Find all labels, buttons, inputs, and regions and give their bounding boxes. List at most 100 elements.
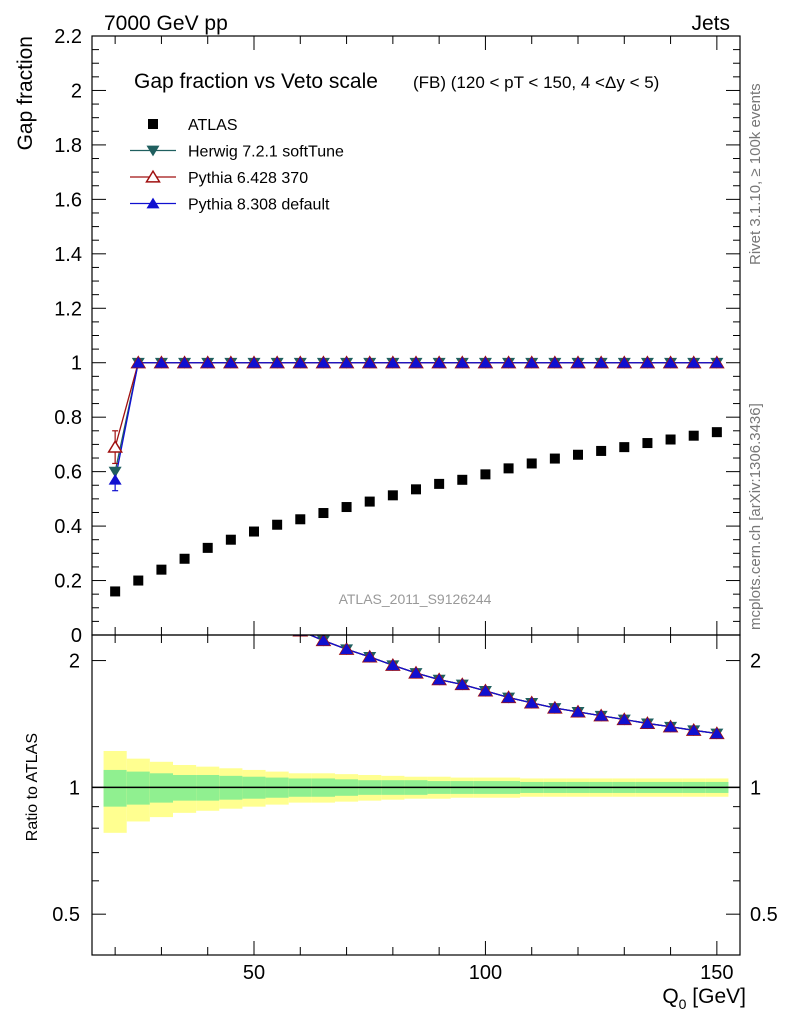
atlas-point	[179, 553, 190, 564]
pythia6-ratio-line	[308, 635, 717, 735]
y-axis-label-top: Gap fraction	[14, 36, 37, 150]
pythia8-ratio-point	[363, 651, 377, 662]
pythia8-point	[710, 356, 724, 368]
ratio-panel-frame	[91, 634, 741, 956]
rivet-label: Rivet 3.1.10, ≥ 100k events	[747, 83, 764, 265]
uncertainty-bands	[92, 750, 740, 833]
atlas-point	[665, 434, 676, 445]
herwig-ratio-point	[201, 574, 214, 585]
chart-title: Gap fraction vs Veto scale	[134, 70, 378, 93]
y-tick-label: 0	[71, 625, 82, 647]
pythia8-ratio-point	[617, 713, 631, 725]
pythia8-point	[687, 356, 701, 368]
ratio-y-tick-label: 2	[750, 651, 761, 673]
ratio-y-tick-label: 0.5	[52, 904, 80, 926]
y-tick-label: 0.2	[54, 571, 82, 593]
x-axis-label-q: Q	[662, 985, 678, 1008]
atlas-point	[272, 519, 283, 530]
herwig-ratio-point	[224, 590, 237, 601]
y-tick-label: 2	[71, 80, 82, 102]
pythia8-point	[594, 356, 608, 368]
pythia6-ratio-point	[271, 616, 284, 627]
pythia8-point	[432, 356, 446, 368]
pythia8-ratio-point	[594, 709, 608, 721]
atlas-point	[225, 534, 236, 545]
y-axis-label-ratio: Ratio to ATLAS	[24, 733, 41, 841]
pythia8-line	[114, 362, 717, 480]
y-tick-label: 2.2	[54, 26, 82, 48]
y-tick-label: 1.2	[54, 298, 82, 320]
x-tick-label: 100	[469, 962, 502, 984]
atlas-point	[411, 484, 421, 495]
pythia8-ratio-point	[386, 659, 400, 671]
ratio-y-tick-label: 2	[69, 651, 80, 673]
ratio-y-tick-label: 1	[69, 777, 80, 799]
pythia8-ratio-point	[455, 678, 469, 690]
pythia8-ratio-point	[502, 691, 516, 703]
analysis-watermark: ATLAS_2011_S9126244	[339, 591, 492, 607]
pythia8-point	[131, 356, 145, 368]
top-lines	[112, 362, 717, 492]
atlas-point	[526, 458, 537, 469]
y-tick-label: 1.6	[54, 189, 82, 211]
legend-label: Pythia 8.308 default	[188, 197, 330, 214]
atlas-point	[711, 427, 722, 438]
atlas-point	[596, 445, 607, 456]
atlas-point	[341, 502, 352, 513]
x-axis-label-sub: 0	[679, 996, 687, 1012]
pythia8-ratio-point	[710, 727, 724, 739]
pythia8-ratio-line	[308, 635, 717, 735]
pythia8-ratio-point	[525, 696, 539, 708]
ratio-y-tick-label: 0.5	[750, 904, 778, 926]
atlas-point	[295, 514, 306, 525]
atlas-point	[549, 453, 560, 464]
herwig-line	[114, 362, 717, 472]
x-axis-label-unit: [GeV]	[686, 985, 746, 1008]
pythia8-ratio-point	[248, 605, 261, 616]
pythia6-ratio-point	[248, 605, 261, 616]
pythia8-point	[316, 356, 330, 368]
pythia6-ratio-point	[155, 520, 168, 531]
atlas-point	[573, 449, 583, 460]
pythia8-point	[201, 356, 215, 368]
pythia8-point	[617, 356, 631, 368]
legend-marker	[148, 119, 158, 129]
pythia8-ratio-point	[478, 684, 492, 696]
mcplots-label: mcplots.cern.ch [arXiv:1306.3436]	[747, 403, 764, 630]
pythia8-ratio-point	[571, 706, 585, 717]
herwig-point	[108, 466, 122, 478]
pythia8-ratio-point	[340, 643, 354, 655]
pythia6-ratio-point	[109, 514, 122, 525]
y-tick-label: 0.6	[54, 462, 82, 484]
pythia8-point	[247, 356, 261, 368]
pythia8-ratio-point	[409, 667, 423, 678]
pythia8-ratio-point	[548, 702, 562, 713]
atlas-point	[434, 478, 445, 489]
pythia6-ratio-point	[224, 589, 237, 600]
atlas-point	[249, 526, 259, 537]
x-axis-label: Q0 [GeV]	[662, 985, 746, 1012]
atlas-point	[619, 442, 630, 453]
herwig-ratio-point	[132, 488, 145, 499]
atlas-point	[202, 542, 213, 553]
atlas-point	[688, 430, 699, 441]
pythia8-point	[502, 356, 516, 368]
chart-subtitle: (FB) (120 < pT < 150, 4 <Δy < 5)	[413, 73, 659, 92]
atlas-point	[387, 490, 398, 501]
pythia8-point	[340, 356, 354, 368]
y-tick-label: 0.4	[54, 516, 82, 538]
legend-label: Pythia 6.428 370	[188, 170, 308, 187]
pythia6-point	[107, 439, 123, 453]
legend-label: Herwig 7.2.1 softTune	[188, 144, 344, 161]
herwig-ratio-point	[155, 521, 168, 532]
pythia8-point	[525, 356, 539, 368]
pythia8-point	[293, 356, 307, 368]
pythia8-point	[664, 356, 678, 368]
pythia6-ratio-point	[132, 487, 145, 498]
pythia8-ratio-point	[271, 616, 284, 627]
header-right: Jets	[691, 12, 730, 35]
atlas-point	[133, 575, 144, 586]
pythia8-point	[108, 473, 122, 485]
pythia8-ratio-point	[316, 635, 330, 646]
